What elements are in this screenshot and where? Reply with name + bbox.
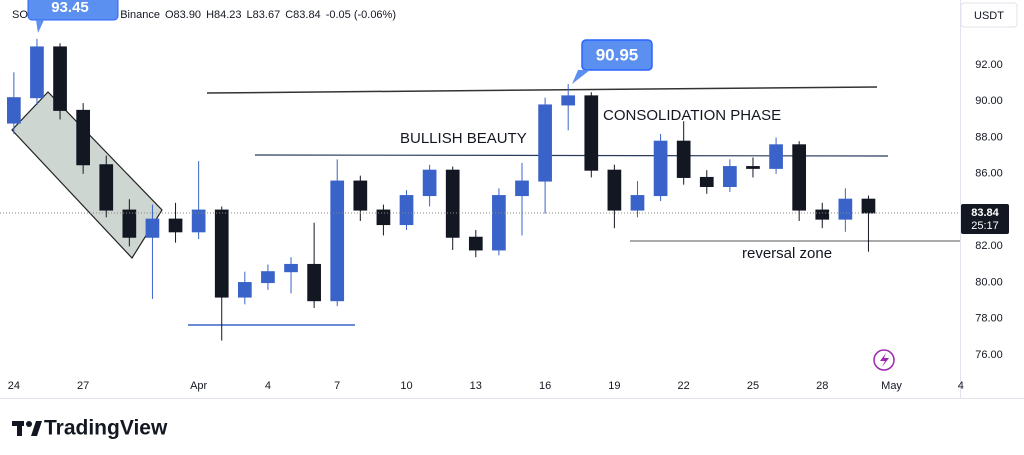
x-tick-label: 28 [816,380,828,392]
candle-body [122,209,137,238]
x-tick-label: 25 [747,380,759,392]
logo-part [26,421,32,427]
candle-body [99,164,114,211]
callout-box [581,39,653,71]
ohlc-open: O83.90 [164,9,202,21]
x-tick-label: May [881,380,902,392]
candle-body [422,169,437,197]
x-tick-label: 4 [265,380,271,392]
callout-label: 90.95 [596,45,639,64]
callout-label: 93.45 [51,0,89,16]
x-tick-label: 10 [400,380,412,392]
x-tick-label: 22 [678,380,690,392]
ohlc-change: -0.05 (-0.06%) [325,9,396,21]
x-tick-label: 24 [8,380,20,392]
x-tick-label: 16 [539,380,551,392]
x-tick-label: 7 [334,380,340,392]
candle-body [607,169,622,211]
candle-body [191,209,206,233]
candle-body [815,209,830,220]
ohlc-close: C83.84 [285,9,321,21]
price-label: 83.84 [971,207,999,219]
candle-body [330,180,345,302]
candle-body [284,263,298,273]
callout-box [27,0,119,21]
candle-body [261,271,275,284]
candle-body [7,97,21,124]
candle-body [168,218,183,233]
candle-body [861,198,876,214]
candle-body [307,263,321,302]
candle-body [653,140,668,197]
callout-pointer [36,20,44,33]
y-tick-label: 78.00 [975,313,1003,325]
candle-body [515,180,529,197]
candle-body [561,95,576,106]
drawings [0,0,1024,436]
candle-body [746,166,760,169]
y-tick-label: 92.00 [975,59,1003,71]
x-tick-label: 4 [958,380,964,392]
candle-body [792,144,807,211]
candle-body [214,209,229,298]
resistance-line [206,86,878,94]
y-tick-label: 82.00 [975,240,1003,252]
price-box [961,203,1009,234]
candle-body [492,195,506,251]
candle-body [376,209,391,226]
currency-button[interactable] [960,2,1018,28]
candle-body [76,109,91,166]
annotation: BULLISH BEAUTY [400,130,527,147]
x-tick-label: 27 [77,380,89,392]
x-tick-label: 19 [608,380,620,392]
ohlc-low: L83.67 [246,9,281,21]
candle-body [584,95,599,171]
candle-body [237,282,252,298]
currency-label: USDT [974,10,1004,22]
brand: TradingView [44,417,168,440]
candle-body [630,195,645,211]
y-tick-label: 90.00 [975,95,1003,107]
candle-body [723,166,737,188]
logo-part [17,421,22,436]
candle-body [538,104,552,182]
annotation: CONSOLIDATION PHASE [603,107,781,124]
ohlc-high: H84.23 [206,9,242,21]
y-tick-label: 80.00 [975,276,1003,288]
candle-body [468,236,483,251]
candle-body [53,46,67,111]
annotation: reversal zone [742,245,832,262]
x-tick-label: Apr [190,380,207,392]
candle-body [445,169,460,238]
alert-icon[interactable] [873,349,895,371]
candle-body [145,218,160,238]
candle-body [353,180,368,211]
alert-bolt [880,353,889,367]
countdown: 25:17 [971,220,999,232]
logo-part [31,421,42,436]
y-tick-label: 88.00 [975,131,1003,143]
candle-body [838,198,853,220]
x-tick-label: 13 [470,380,482,392]
tv-logo [12,421,42,436]
y-tick-label: 86.00 [975,168,1003,180]
candle-body [699,176,714,188]
candle-body [30,46,44,99]
candle-body [399,195,414,226]
callout-pointer [572,70,590,84]
y-tick-label: 76.00 [975,349,1003,361]
candle-body [769,144,783,169]
candle-body [676,140,691,178]
